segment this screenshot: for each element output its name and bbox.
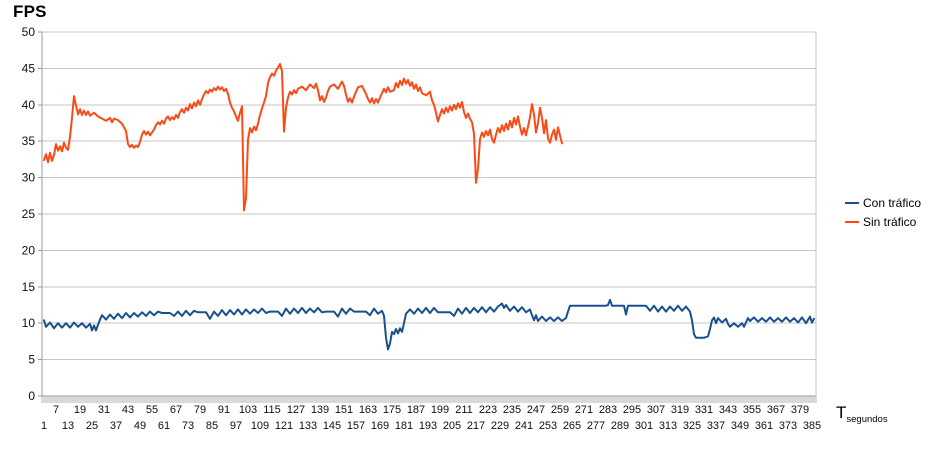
x-tick-label: 301 — [635, 420, 653, 432]
y-tick-label: 35 — [22, 134, 36, 148]
x-tick-label: 289 — [611, 420, 629, 432]
x-tick-label: 145 — [323, 420, 341, 432]
x-tick-label: 85 — [206, 420, 218, 432]
x-tick-label: 13 — [62, 420, 74, 432]
x-tick-label: 319 — [671, 404, 689, 416]
series-sin-trafico — [43, 63, 563, 212]
y-tick-label: 10 — [22, 316, 36, 330]
x-tick-label: 37 — [110, 420, 122, 432]
x-tick-label: 79 — [194, 404, 206, 416]
x-tick-label: 313 — [659, 420, 677, 432]
x-axis-title: Tsegundos — [836, 403, 888, 425]
x-tick-label: 25 — [86, 420, 98, 432]
x-tick-label: 343 — [719, 404, 737, 416]
x-tick-label: 379 — [791, 404, 809, 416]
x-tick-label: 307 — [647, 404, 665, 416]
x-tick-label: 187 — [407, 404, 425, 416]
x-tick-label: 103 — [239, 404, 257, 416]
x-tick-label: 337 — [707, 420, 725, 432]
x-tick-label: 31 — [98, 404, 110, 416]
x-tick-label: 223 — [479, 404, 497, 416]
x-tick-label: 1 — [41, 420, 47, 432]
x-tick-label: 247 — [527, 404, 545, 416]
y-tick-label: 15 — [22, 280, 36, 294]
x-tick-label: 127 — [287, 404, 305, 416]
x-tick-label: 283 — [599, 404, 617, 416]
legend: Con tráfico Sin tráfico — [845, 196, 921, 229]
x-axis-title-sub: segundos — [846, 414, 888, 425]
x-tick-label: 211 — [455, 404, 473, 416]
x-tick-label: 373 — [779, 420, 797, 432]
x-tick-label: 133 — [299, 420, 317, 432]
x-tick-label: 277 — [587, 420, 605, 432]
y-tick-label: 30 — [22, 171, 36, 185]
x-tick-label: 331 — [695, 404, 713, 416]
x-tick-label: 169 — [371, 420, 389, 432]
x-tick-label: 361 — [755, 420, 773, 432]
y-tick-label: 45 — [22, 61, 36, 75]
x-tick-label: 73 — [182, 420, 194, 432]
x-tick-strip — [41, 396, 817, 403]
y-tick-label: 25 — [22, 207, 36, 221]
x-tick-label: 271 — [575, 404, 593, 416]
x-tick-label: 367 — [767, 404, 785, 416]
x-tick-label: 265 — [563, 420, 581, 432]
x-tick-label: 139 — [311, 404, 329, 416]
y-tick-label: 5 — [28, 353, 35, 367]
x-tick-label: 205 — [443, 420, 461, 432]
x-tick-label: 43 — [122, 404, 134, 416]
x-tick-label: 235 — [503, 404, 521, 416]
x-tick-label: 199 — [431, 404, 449, 416]
legend-item-sin-trafico: Sin tráfico — [845, 215, 921, 229]
x-tick-label: 109 — [251, 420, 269, 432]
legend-label-con-trafico: Con tráfico — [863, 196, 922, 210]
x-tick-label: 217 — [467, 420, 485, 432]
y-tick-label: 20 — [22, 243, 36, 257]
y-tick-label: 40 — [22, 98, 36, 112]
x-tick-label: 151 — [335, 404, 353, 416]
x-tick-label: 355 — [743, 404, 761, 416]
x-tick-label: 91 — [218, 404, 230, 416]
x-tick-label: 241 — [515, 420, 533, 432]
y-tick-label: 50 — [22, 25, 36, 39]
x-tick-label: 259 — [551, 404, 569, 416]
x-tick-label: 193 — [419, 420, 437, 432]
legend-item-con-trafico: Con tráfico — [845, 196, 921, 210]
legend-line-swatch-blue — [845, 202, 859, 204]
x-tick-label: 349 — [731, 420, 749, 432]
x-tick-label: 67 — [170, 404, 182, 416]
x-axis-title-main: T — [836, 403, 847, 422]
x-tick-label: 7 — [53, 404, 59, 416]
x-tick-label: 229 — [491, 420, 509, 432]
y-tick-label: 0 — [28, 389, 35, 403]
x-tick-label: 295 — [623, 404, 641, 416]
x-tick-label: 19 — [74, 404, 86, 416]
x-tick-label: 253 — [539, 420, 557, 432]
x-tick-label: 61 — [158, 420, 170, 432]
series-con-trafico — [43, 298, 815, 351]
x-tick-label: 175 — [383, 404, 401, 416]
x-tick-label: 121 — [275, 420, 293, 432]
legend-line-swatch-orange — [845, 221, 859, 223]
x-tick-label: 163 — [359, 404, 377, 416]
x-tick-label: 97 — [230, 420, 242, 432]
y-axis-title: FPS — [13, 2, 47, 21]
x-tick-label: 181 — [395, 420, 413, 432]
legend-label-sin-trafico: Sin tráfico — [863, 215, 917, 229]
x-tick-label: 115 — [263, 404, 281, 416]
x-tick-label: 385 — [803, 420, 821, 432]
x-tick-label: 157 — [347, 420, 365, 432]
x-tick-label: 49 — [134, 420, 146, 432]
x-tick-label: 325 — [683, 420, 701, 432]
x-tick-label: 55 — [146, 404, 158, 416]
